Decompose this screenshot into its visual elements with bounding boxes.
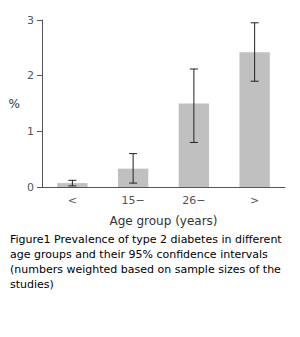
svg-text:<: < [68, 194, 77, 207]
svg-text:studies): studies) [10, 278, 54, 291]
svg-text:0: 0 [27, 181, 34, 194]
svg-text:(numbers weighted based on sam: (numbers weighted based on sample sizes … [10, 263, 284, 276]
svg-text:3: 3 [27, 14, 34, 27]
svg-text:age groups and their 95% confi: age groups and their 95% confidence inte… [10, 248, 271, 261]
svg-text:2: 2 [27, 69, 34, 82]
svg-text:Figure1 Prevalence of type 2 d: Figure1 Prevalence of type 2 diabetes in… [10, 233, 285, 246]
svg-text:26−: 26− [182, 194, 205, 207]
svg-text:1: 1 [27, 125, 34, 138]
svg-text:Age group (years): Age group (years) [109, 214, 217, 228]
svg-text:%: % [9, 97, 20, 111]
svg-text:>: > [250, 194, 259, 207]
svg-text:15−: 15− [122, 194, 145, 207]
